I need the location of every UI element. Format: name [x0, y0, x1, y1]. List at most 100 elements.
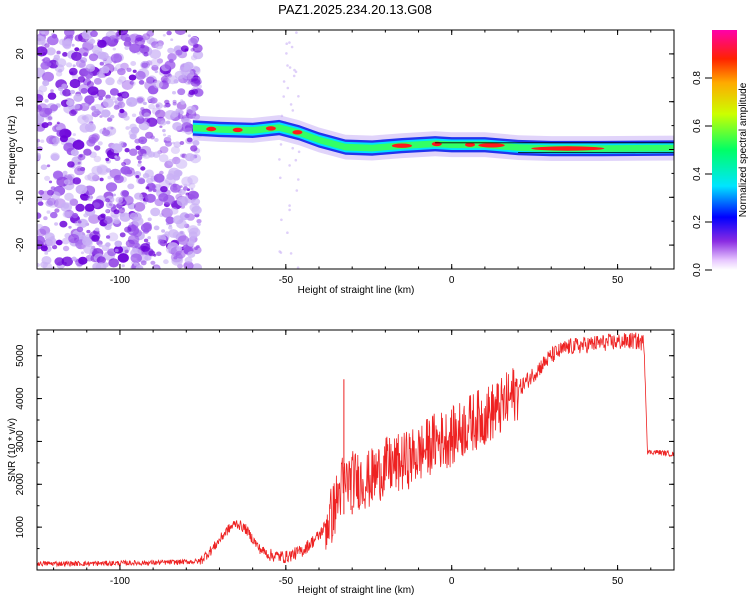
noise-blob: [190, 197, 201, 206]
noise-blob: [175, 108, 181, 113]
noise-blob: [192, 140, 200, 146]
faint-point: [289, 103, 293, 106]
noise-blob: [89, 65, 95, 70]
noise-blob: [146, 177, 154, 184]
faint-point: [288, 204, 291, 207]
y-tick-label: 5000: [15, 344, 26, 367]
noise-blob: [37, 35, 46, 45]
noise-blob: [87, 172, 98, 182]
noise-blob: [123, 142, 127, 146]
y-tick-label: 4000: [15, 387, 26, 410]
noise-blob: [96, 256, 106, 265]
noise-blob: [77, 161, 81, 165]
noise-blob: [194, 247, 198, 251]
noise-blob: [151, 64, 159, 71]
noise-blob: [164, 110, 177, 120]
noise-blob: [119, 232, 126, 238]
noise-blob: [43, 216, 48, 221]
noise-blob: [78, 62, 86, 69]
noise-blob: [97, 214, 106, 222]
noise-blob: [150, 207, 161, 217]
noise-blob: [85, 36, 94, 44]
faint-point: [279, 176, 282, 180]
noise-blob: [105, 209, 110, 213]
faint-point: [296, 266, 300, 269]
faint-point: [286, 86, 290, 90]
colorbar-tick-label: 0.8: [692, 71, 703, 85]
noise-blob: [76, 226, 84, 233]
noise-blob: [114, 100, 118, 104]
snr-frame: [36, 329, 675, 571]
faint-point: [294, 158, 298, 162]
noise-blob: [44, 43, 50, 48]
ridge-core: [265, 126, 276, 131]
noise-blob: [66, 62, 73, 68]
snr-content: [37, 332, 674, 568]
noise-blob: [164, 231, 170, 236]
x-tick-label: 50: [612, 576, 624, 587]
noise-blob: [135, 116, 145, 124]
noise-blob: [129, 43, 141, 54]
noise-blob: [56, 121, 60, 125]
noise-blob: [110, 53, 122, 63]
noise-blob: [118, 76, 127, 83]
noise-blob: [125, 126, 130, 130]
noise-blob: [75, 59, 86, 68]
noise-blob: [145, 193, 156, 203]
noise-blob: [69, 71, 74, 75]
faint-point: [291, 109, 295, 112]
noise-blob: [140, 260, 147, 266]
noise-blob: [57, 86, 64, 92]
noise-blob: [147, 217, 152, 222]
noise-blob: [148, 103, 156, 110]
noise-blob: [71, 256, 77, 261]
noise-blob: [167, 53, 177, 62]
noise-blob: [154, 70, 158, 74]
noise-blob: [179, 62, 190, 71]
noise-blob: [74, 103, 81, 110]
noise-blob: [190, 55, 198, 61]
noise-blob: [140, 243, 151, 252]
faint-point: [286, 64, 289, 67]
noise-blob: [156, 234, 161, 239]
noise-blob: [90, 30, 98, 38]
noise-blob: [73, 93, 83, 102]
noise-blob: [37, 235, 46, 245]
noise-blob: [119, 108, 125, 114]
faint-point: [282, 80, 286, 83]
noise-blob: [98, 96, 104, 101]
noise-blob: [86, 81, 94, 88]
noise-blob: [74, 47, 80, 52]
noise-blob: [72, 139, 85, 150]
noise-blob: [176, 171, 182, 176]
noise-blob: [81, 115, 87, 120]
noise-blob: [145, 186, 150, 190]
noise-blob: [157, 239, 165, 245]
noise-blob: [190, 36, 199, 44]
noise-blob: [59, 128, 71, 139]
noise-blob: [150, 97, 158, 104]
y-tick-label: 10: [15, 96, 26, 108]
noise-blob: [161, 229, 166, 233]
noise-blob: [135, 145, 141, 151]
noise-blob: [105, 157, 110, 162]
noise-blob: [196, 219, 202, 224]
ridge-core: [232, 127, 243, 133]
spectrogram-content: [37, 30, 674, 269]
noise-blob: [47, 197, 59, 208]
noise-blob: [77, 76, 86, 83]
noise-blob: [181, 176, 193, 187]
noise-blob: [68, 225, 72, 229]
noise-blob: [114, 155, 118, 159]
noise-blob: [162, 129, 166, 133]
noise-blob: [137, 160, 142, 164]
noise-blob: [78, 47, 89, 56]
colorbar-gradient: [712, 30, 737, 270]
noise-blob: [192, 263, 202, 269]
noise-blob: [156, 58, 164, 64]
colorbar-tick-label: 0.0: [692, 263, 703, 277]
noise-blob: [94, 145, 101, 151]
x-tick-label: -50: [279, 576, 294, 587]
noise-blob: [109, 88, 119, 96]
